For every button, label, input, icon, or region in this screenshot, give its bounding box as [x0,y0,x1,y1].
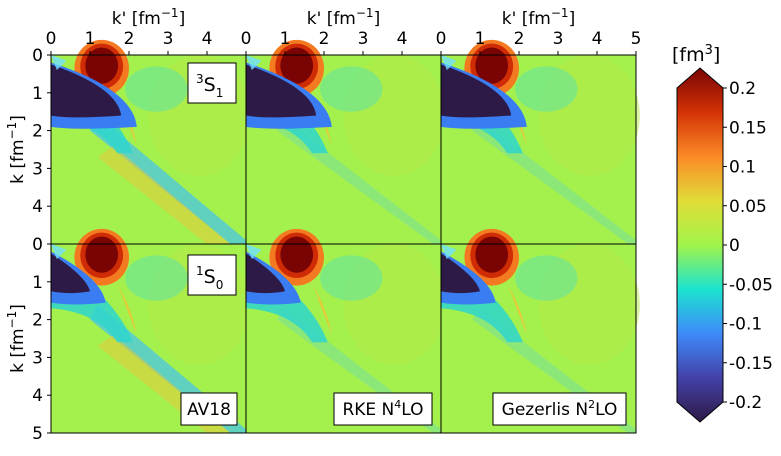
partial-wave-label-1: 1S0 [187,254,237,296]
potential-label-1: RKE N4LO [333,392,433,426]
y-tick-label: 5 [32,424,43,444]
colorbar-tick-label: -0.2 [729,393,762,413]
y-tick-label: 3 [32,348,43,368]
y-axis-label: k [fm−1] [5,115,28,184]
colorbar-tick-label: 0.2 [729,79,756,99]
x-tick-label: 2 [124,29,135,49]
x-tick-label: 1 [85,29,96,49]
y-axis-label: k [fm−1] [5,304,28,373]
y-tick-label: 2 [32,311,43,331]
x-tick-label: 5 [631,29,642,49]
colorbar-bar [676,67,724,423]
x-tick-label: 4 [592,29,603,49]
colorbar-tick-label: -0.15 [729,354,773,374]
y-tick-label: 2 [32,122,43,142]
potential-label-0: AV18 [180,392,238,426]
x-axis-label: k' [fm−1] [502,6,575,29]
y-tick-label: 4 [32,197,43,217]
x-tick-label: 2 [514,29,525,49]
x-tick-label: 3 [358,29,369,49]
x-tick-label: 4 [397,29,408,49]
colorbar-tick-label: -0.1 [729,315,762,335]
svg-text:AV18: AV18 [187,400,231,420]
colorbar-label: [fm3] [672,43,720,66]
partial-wave-label-0: 3S1 [187,62,237,104]
x-axis-label: k' [fm−1] [307,6,380,29]
x-axis-label: k' [fm−1] [112,6,185,29]
colorbar-tick-label: 0 [729,236,740,256]
x-tick-label: 4 [202,29,213,49]
heatmap-triplet-2 [440,39,640,245]
svg-text:Gezerlis N2LO: Gezerlis N2LO [502,398,618,420]
heatmap-triplet-1 [245,39,445,245]
colorbar: [fm3] 0.2 0.15 0.1 0.05 0 -0.05 -0.1 -0.15 -0.2 [672,43,773,423]
x-tick-label: 1 [475,29,486,49]
x-tick-label: 1 [280,29,291,49]
x-tick-label: 3 [553,29,564,49]
colorbar-tick-label: 0.1 [729,158,756,178]
potential-label-2: Gezerlis N2LO [492,392,627,426]
y-tick-label: 4 [32,386,43,406]
x-tick-label: 0 [241,29,252,49]
x-tick-label: 2 [319,29,330,49]
y-tick-label: 0 [32,46,43,66]
colorbar-tick-label: -0.05 [729,275,773,295]
colorbar-tick-label: 0.05 [729,197,767,217]
x-tick-label: 0 [436,29,447,49]
x-tick-label: 0 [46,29,57,49]
svg-text:RKE N4LO: RKE N4LO [342,398,423,420]
y-tick-label: 0 [32,235,43,255]
svg-text:1S0: 1S0 [196,264,223,292]
y-tick-label: 1 [32,84,43,104]
x-tick-label: 3 [163,29,174,49]
y-tick-label: 3 [32,159,43,179]
y-tick-label: 1 [32,273,43,293]
heatmap-panels: 0 1 2 3 4 k' [fm−1] 0 1 2 3 4 k' [fm−1] 0 1 2 3 4 5 k' [fm… [5,6,641,444]
svg-text:3S1: 3S1 [196,72,223,100]
colorbar-tick-label: 0.15 [729,118,767,138]
